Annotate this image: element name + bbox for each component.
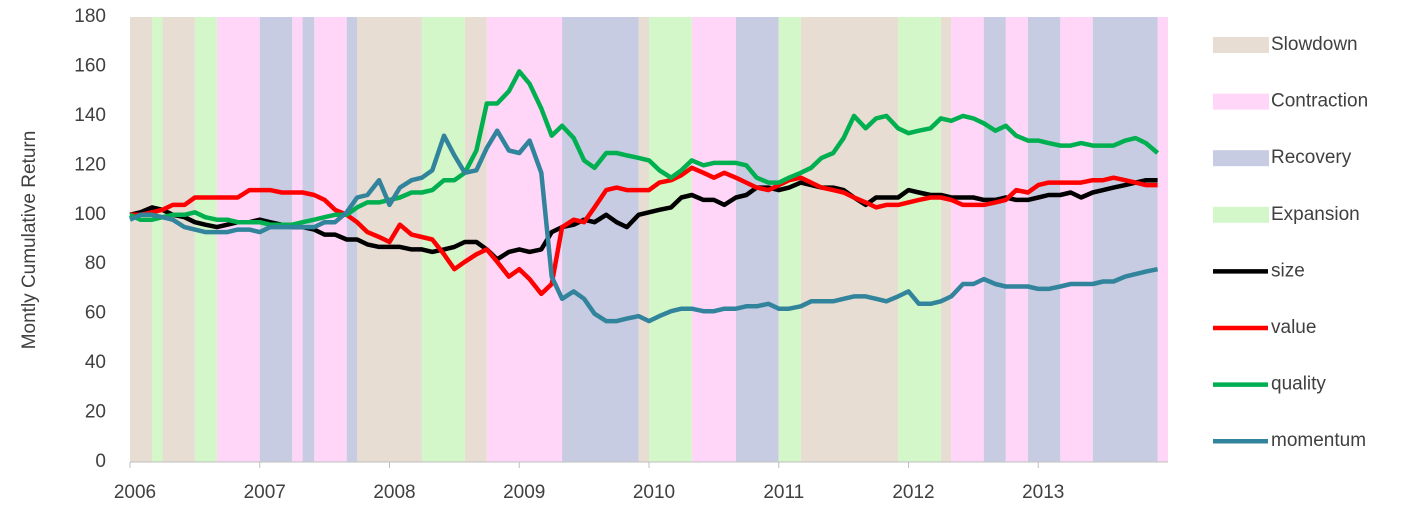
x-tick-label: 2009 [503,482,545,503]
x-tick-label: 2006 [114,482,156,503]
y-tick-label: 80 [85,253,106,274]
regime-band [1027,17,1061,462]
legend-label: value [1271,317,1316,338]
x-tick-label: 2010 [633,482,675,503]
series-line [129,69,1160,227]
legend-swatch [1213,206,1269,223]
regime-band [162,17,195,462]
y-tick-label: 0 [95,451,106,472]
regime-band [464,17,487,462]
regime-band [1005,17,1028,462]
y-tick-label: 60 [85,303,106,324]
regime-band [800,17,899,462]
series-line [130,165,1158,297]
y-tick-label: 180 [74,6,106,27]
series-line [129,128,1159,324]
regime-band [292,17,303,462]
y-tick-label: 160 [74,55,106,76]
regime-band [735,17,779,462]
x-tick-label: 2012 [892,482,934,503]
y-tick-label: 140 [74,105,106,126]
regime-band [940,17,952,462]
regime-band [983,17,1006,462]
regime-band [194,17,217,462]
regime-band [486,17,563,462]
regime-band [898,17,941,462]
regime-band [1060,17,1093,462]
regime-band [691,17,736,462]
x-tick-label: 2008 [373,482,415,503]
legend-label: quality [1271,374,1326,395]
x-tick-label: 2011 [763,482,804,503]
regime-band [259,17,293,462]
legend-label: Recovery [1271,147,1352,168]
y-tick-label: 40 [85,352,106,373]
legend-swatch [1213,150,1269,167]
legend-label: Slowdown [1271,34,1358,55]
regime-band [302,17,315,462]
y-tick-label: 120 [74,154,106,175]
regime-band [562,17,639,462]
legend-label: size [1271,260,1305,281]
regime-band [778,17,801,462]
regime-band [638,17,649,462]
regime-band [1092,17,1158,462]
y-axis-label: Montly Cumulative Return [19,131,40,350]
legend-label: momentum [1271,430,1366,451]
x-tick-label: 2007 [244,482,286,503]
legend-label: Contraction [1271,91,1368,112]
x-tick-label: 2013 [1022,482,1064,503]
legend-label: Expansion [1271,204,1360,225]
legend-swatch [1213,37,1269,53]
y-tick-label: 20 [85,402,106,423]
regime-band [152,17,163,462]
regime-band [130,17,153,462]
regime-band [649,17,692,462]
legend-swatch [1213,93,1269,110]
regime-band [951,17,984,462]
regime-band [1157,17,1168,462]
regime-band [216,17,260,462]
y-tick-label: 100 [74,204,106,225]
